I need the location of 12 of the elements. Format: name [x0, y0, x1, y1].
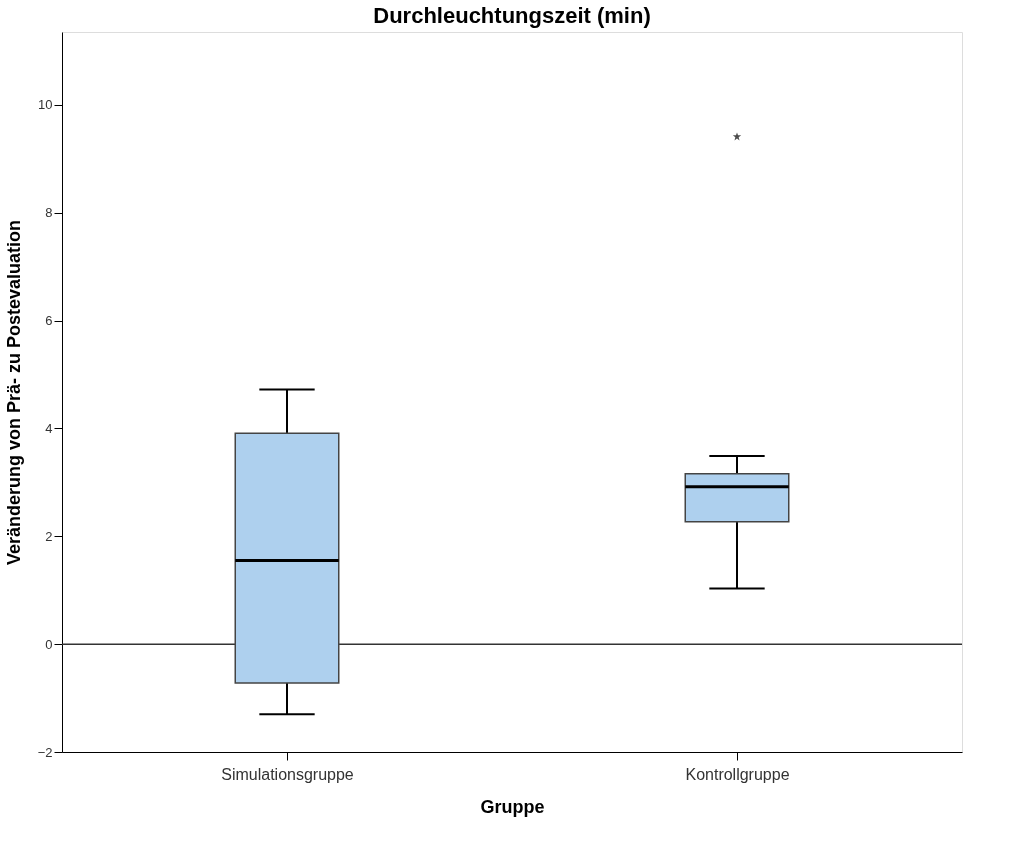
y-tick-label: 4 — [45, 420, 53, 436]
chart-title: Durchleuchtungszeit (min) — [373, 3, 651, 28]
x-tick-label: Simulationsgruppe — [221, 765, 354, 783]
y-tick-label: 6 — [45, 313, 53, 329]
y-tick-label: 10 — [38, 97, 53, 113]
y-tick-label: 0 — [45, 636, 53, 652]
y-axis-title: Veränderung von Prä- zu Postevaluation — [3, 219, 24, 566]
x-axis-title: Gruppe — [480, 796, 545, 817]
y-tick-label: 8 — [45, 205, 53, 221]
y-tick-label: −2 — [37, 744, 53, 760]
x-tick-label: Kontrollgruppe — [685, 765, 790, 783]
y-tick-label: 2 — [45, 528, 53, 544]
